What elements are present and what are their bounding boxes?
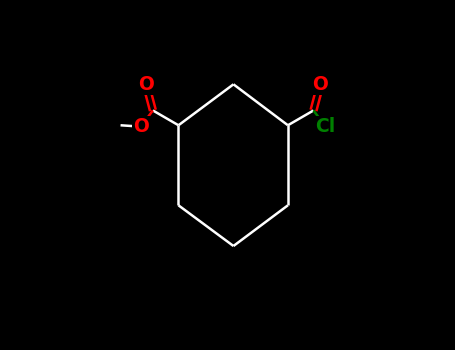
Text: O: O [138,75,154,94]
Text: O: O [312,75,328,94]
Text: O: O [133,117,149,136]
Text: Cl: Cl [315,117,336,136]
